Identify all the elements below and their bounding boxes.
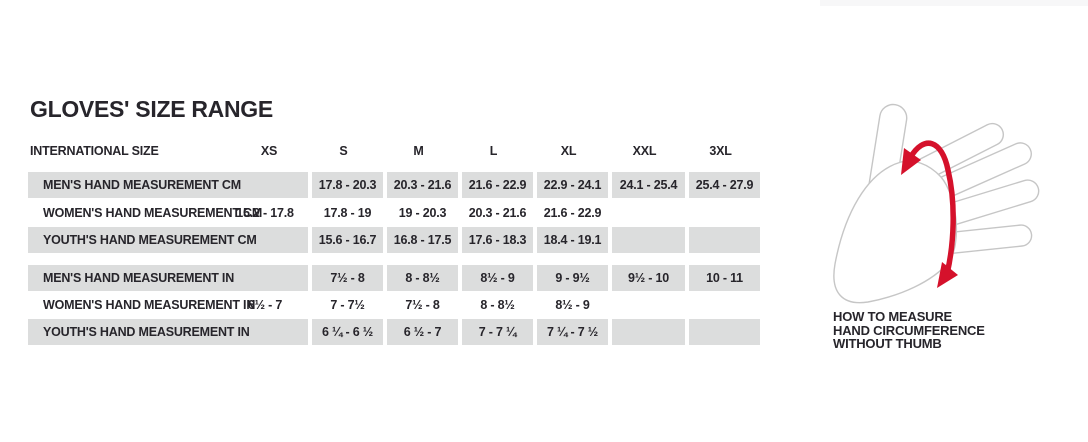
row-label-text: WOMEN'S HAND MEASUREMENT IN (43, 298, 256, 312)
table-cell: 7 ¼ - 7 ½ (537, 319, 608, 345)
table-cell: 17.8 - 19 (323, 206, 372, 220)
hand-illustration (800, 78, 1088, 318)
caption-line: HAND CIRCUMFERENCE (833, 322, 985, 338)
table-cell: 8 - 8½ (480, 298, 515, 312)
table-cell: 16.8 - 17.5 (387, 227, 458, 253)
table-cell: 17.6 - 18.3 (462, 227, 533, 253)
row-label: MEN'S HAND MEASUREMENT CM (28, 172, 308, 198)
table-cell: 20.3 - 21.6 (468, 206, 527, 220)
table-row-mens-cm: MEN'S HAND MEASUREMENT CM 17.8 - 20.3 20… (28, 172, 760, 198)
table-cell: 6 ½ - 7 (387, 319, 458, 345)
row-label: YOUTH'S HAND MEASUREMENT CM (28, 227, 308, 253)
table-cell: 20.3 - 21.6 (387, 172, 458, 198)
table-cell: 19 - 20.3 (398, 206, 447, 220)
palm (833, 160, 958, 304)
international-size-label: INTERNATIONAL SIZE (30, 144, 159, 158)
table-row-youths-in: YOUTH'S HAND MEASUREMENT IN 6 ¼ - 6 ½ 6 … (28, 319, 760, 345)
size-header-xxl: XXL (632, 144, 657, 158)
size-header-xl: XL (560, 144, 577, 158)
table-cell-xs: 6½ - 7 (247, 298, 283, 312)
table-cell: 7 - 7½ (330, 298, 365, 312)
table-cell: 7 - 7 ¼ (462, 319, 533, 345)
row-label-text: WOMEN'S HAND MEASUREMENT CM (43, 206, 263, 220)
table-row-mens-in: MEN'S HAND MEASUREMENT IN 7½ - 8 8 - 8½ … (28, 265, 760, 291)
size-header-3xl: 3XL (709, 144, 732, 158)
caption-line: WITHOUT THUMB (833, 336, 942, 351)
table-cell: 8 - 8½ (387, 265, 458, 291)
table-cell: 9½ - 10 (612, 265, 685, 291)
table-cell: 17.8 - 20.3 (312, 172, 383, 198)
table-cell: 18.4 - 19.1 (537, 227, 608, 253)
hand-measurement-illustration (833, 103, 1040, 304)
how-to-measure-caption: HOW TO MEASURE HAND CIRCUMFERENCE WITHOU… (833, 310, 985, 351)
table-cell: 21.6 - 22.9 (462, 172, 533, 198)
caption-line: HOW TO MEASURE (833, 309, 953, 324)
table-cell (612, 319, 685, 345)
table-cell (612, 200, 685, 226)
table-row-youths-cm: YOUTH'S HAND MEASUREMENT CM 15.6 - 16.7 … (28, 227, 760, 253)
table-cell (612, 292, 685, 318)
row-label: YOUTH'S HAND MEASUREMENT IN (28, 319, 308, 345)
table-cell (689, 319, 760, 345)
table-cell: 25.4 - 27.9 (689, 172, 760, 198)
table-cell: 8½ - 9 (555, 298, 590, 312)
row-label: WOMEN'S HAND MEASUREMENT IN 6½ - 7 (28, 292, 308, 318)
table-cell: 9 - 9½ (537, 265, 608, 291)
size-header-xs: XS (260, 144, 278, 158)
top-edge-shade (820, 0, 1088, 6)
size-header-row: INTERNATIONAL SIZE XS S M L XL XXL 3XL (28, 143, 760, 159)
row-label: MEN'S HAND MEASUREMENT IN (28, 265, 308, 291)
measure-arrow-icon (901, 140, 958, 288)
table-row-womens-cm: WOMEN'S HAND MEASUREMENT CM 15.2 - 17.8 … (28, 200, 760, 226)
table-cell: 6 ¼ - 6 ½ (312, 319, 383, 345)
table-cell: 7½ - 8 (312, 265, 383, 291)
size-header-s: S (339, 144, 348, 158)
size-header-m: M (413, 144, 424, 158)
table-cell: 21.6 - 22.9 (543, 206, 602, 220)
table-cell: 10 - 11 (689, 265, 760, 291)
table-cell-xs: 15.2 - 17.8 (236, 206, 294, 220)
table-cell (689, 200, 760, 226)
table-cell: 8½ - 9 (462, 265, 533, 291)
table-cell: 15.6 - 16.7 (312, 227, 383, 253)
table-cell (689, 292, 760, 318)
page-title: GLOVES' SIZE RANGE (30, 96, 273, 122)
row-label: WOMEN'S HAND MEASUREMENT CM 15.2 - 17.8 (28, 200, 308, 226)
size-header-l: L (489, 144, 498, 158)
table-cell (689, 227, 760, 253)
table-row-womens-in: WOMEN'S HAND MEASUREMENT IN 6½ - 7 7 - 7… (28, 292, 760, 318)
table-cell (612, 227, 685, 253)
table-cell: 7½ - 8 (405, 298, 440, 312)
table-cell: 22.9 - 24.1 (537, 172, 608, 198)
table-cell: 24.1 - 25.4 (612, 172, 685, 198)
